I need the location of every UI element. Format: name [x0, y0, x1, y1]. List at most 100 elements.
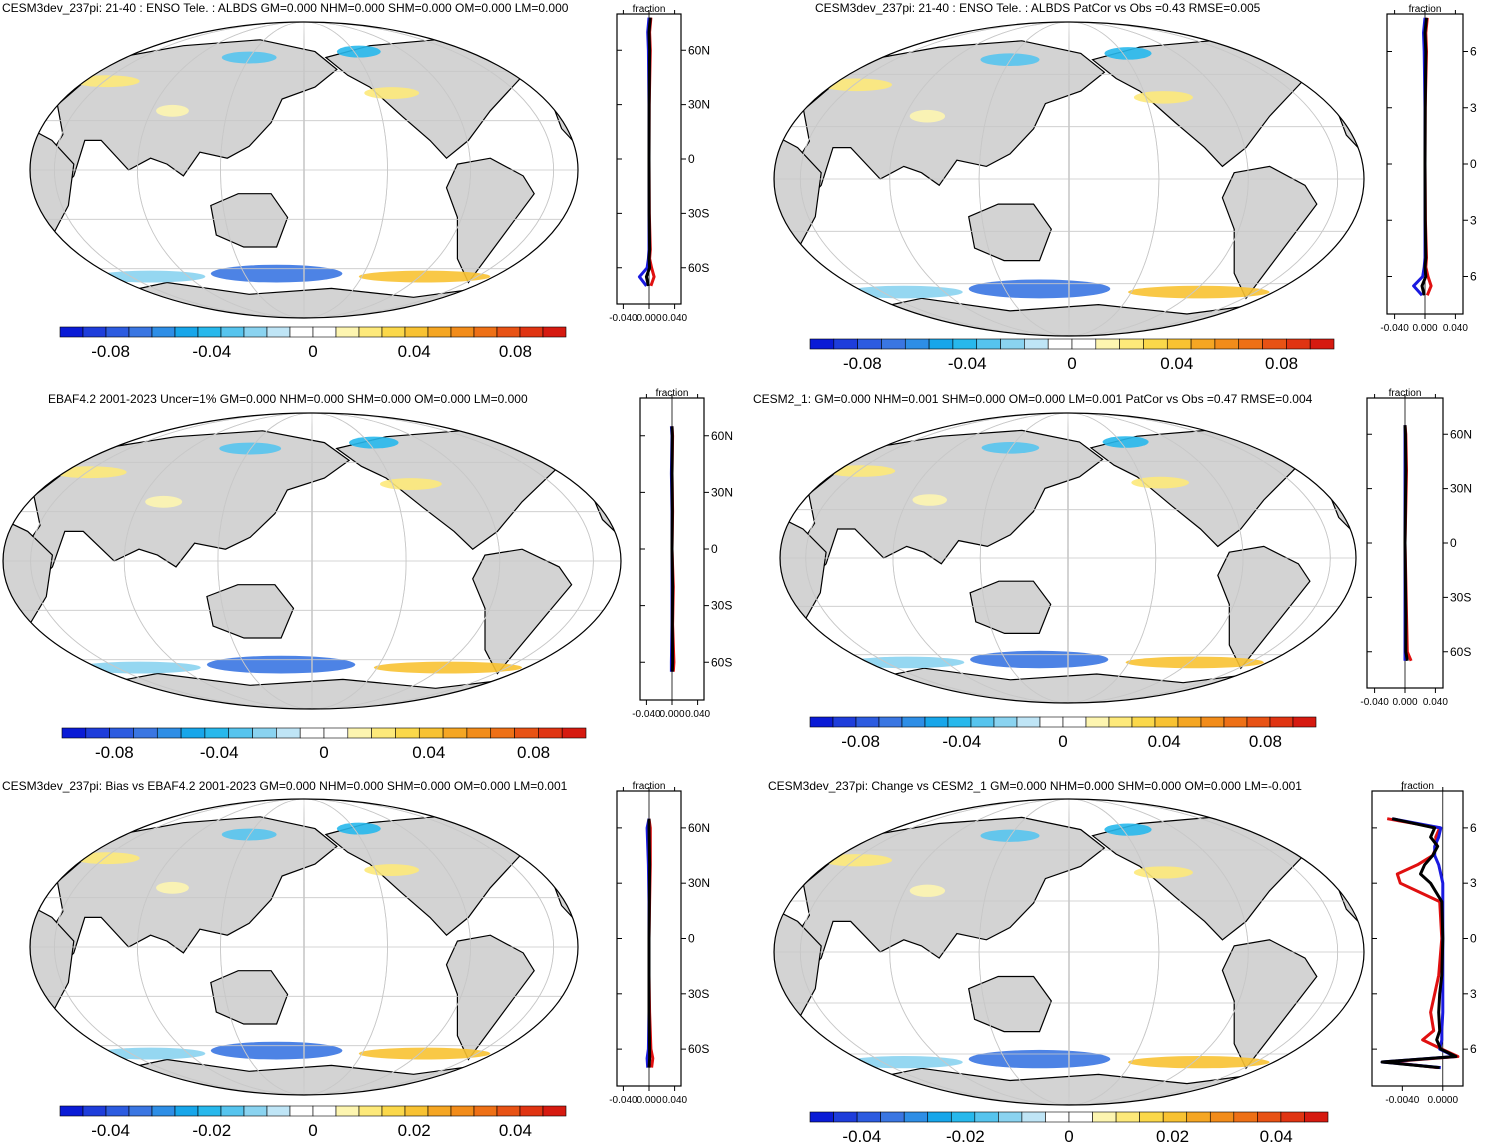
colorbar-swatch [970, 716, 995, 728]
anomaly-patch [156, 881, 189, 894]
panel-title: CESM2_1: GM=0.000 NHM=0.001 SHM=0.000 OM… [753, 392, 1313, 406]
map-border [2, 412, 622, 710]
anomaly-patch [980, 829, 1040, 842]
land-australia [968, 203, 1052, 262]
colorbar-tick-label: -0.02 [946, 1127, 985, 1146]
colorbar-swatch [1257, 1111, 1282, 1123]
anomaly-patch [219, 442, 282, 455]
colorbar-swatch [151, 1105, 176, 1117]
colorbar-swatch [833, 338, 858, 350]
colorbar-swatch [323, 727, 349, 739]
anomaly-patch [980, 53, 1040, 66]
colorbar-tick-label: -0.04 [842, 1127, 881, 1146]
colorbar-swatch [924, 716, 949, 728]
anomaly-patch [336, 45, 381, 58]
profile-x-tick-label: -0.0040 [1385, 1095, 1419, 1106]
colorbar-swatch [542, 326, 567, 338]
colorbar-swatch [1021, 1111, 1046, 1123]
profile-lat-label: 0 [1470, 932, 1477, 946]
colorbar-swatch [1115, 1111, 1140, 1123]
anomaly-patch [206, 655, 356, 674]
colorbar-swatch [1071, 338, 1097, 350]
colorbar-swatch [151, 326, 176, 338]
colorbar-swatch [496, 1105, 521, 1117]
map-6 [773, 798, 1365, 1106]
colorbar-swatch [381, 326, 406, 338]
map-5 [29, 798, 579, 1096]
anomaly-patch [849, 656, 965, 669]
colorbar-swatch [358, 326, 383, 338]
profile-x-tick-label: 0.040 [662, 313, 687, 324]
colorbar-swatch [927, 1111, 952, 1123]
colorbar-swatch [105, 1105, 130, 1117]
colorbar-swatch [204, 727, 230, 739]
colorbar-swatch [1309, 338, 1335, 350]
profile-series-line [1412, 17, 1427, 297]
colorbar-swatch [1209, 1111, 1235, 1123]
anomaly-patch [1131, 476, 1189, 489]
colorbar-tick-label: 0.04 [499, 1121, 532, 1140]
panel-title: CESM3dev_237pi: Bias vs EBAF4.2 2001-202… [2, 779, 568, 793]
colorbar-swatch [1286, 338, 1311, 350]
colorbar-swatch [561, 727, 587, 739]
panel-title: EBAF4.2 2001-2023 Uncer=1% GM=0.000 NHM=… [48, 392, 528, 406]
colorbar-swatch [228, 727, 253, 739]
profile-lat-label: 6 [1470, 270, 1477, 284]
map-border [773, 798, 1365, 1106]
profile-x-tick-label: 0.000 [636, 313, 661, 324]
meridian-line [303, 22, 305, 318]
colorbar-swatch [289, 1105, 314, 1117]
colorbar-swatch [1304, 1111, 1329, 1123]
profile-x-tick-label: 0.000 [1392, 697, 1417, 708]
anomaly-patch [73, 75, 140, 88]
land-australia [210, 970, 289, 1025]
colorbar-swatch [809, 716, 834, 728]
profile-x-tick-label: 0.040 [662, 1095, 687, 1106]
profile-series-line [1403, 425, 1409, 662]
meridian-line [978, 22, 1160, 336]
anomaly-patch [968, 1049, 1111, 1069]
colorbar-swatch [156, 727, 182, 739]
land-greenland [1280, 804, 1318, 825]
profile-lat-label: 60N [688, 821, 710, 835]
profile-lat-label: 30N [688, 98, 710, 112]
colorbar-swatch [1223, 716, 1248, 728]
colorbar-swatch [952, 338, 978, 350]
colorbar-tick-label: 0.04 [1160, 354, 1193, 373]
map-border [29, 21, 579, 319]
profile-lat-label: 60S [1450, 645, 1471, 659]
profile-2: fraction -0.040 0.000 0.040 6 3 0 3 6 [1380, 4, 1477, 334]
anomaly-patch [95, 1047, 206, 1060]
colorbar-5: -0.04 -0.02 0 0.02 0.04 [59, 1105, 567, 1140]
profile-series-line [644, 17, 652, 287]
colorbar-tick-label: 0 [308, 1121, 317, 1140]
profile-x-tick-label: 0.040 [1443, 323, 1468, 334]
meridian-line [892, 413, 1244, 703]
colorbar-swatch [312, 1105, 337, 1117]
colorbar-tick-label: -0.04 [948, 354, 987, 373]
colorbar-swatch [1143, 338, 1168, 350]
colorbar-swatch [466, 727, 492, 739]
colorbar-tick-label: 0 [1058, 732, 1067, 751]
colorbar-swatch [371, 727, 396, 739]
profile-lat-label: 3 [1470, 987, 1477, 1001]
colorbar-swatch [1186, 1111, 1211, 1123]
colorbar-swatch [174, 326, 199, 338]
anomaly-patch [77, 661, 201, 674]
meridian-line [137, 799, 471, 1095]
profile-lat-label: 0 [1450, 536, 1457, 550]
colorbar-swatch [1162, 1111, 1188, 1123]
profile-series-line [1380, 817, 1458, 1070]
colorbar-swatch [542, 1105, 567, 1117]
profile-lat-label: 30N [688, 876, 710, 890]
colorbar-3: -0.08 -0.04 0 0.04 0.08 [61, 727, 587, 762]
colorbar-swatch [1095, 338, 1120, 350]
colorbar-swatch [358, 1105, 383, 1117]
profile-x-tick-label: 0.040 [685, 709, 710, 720]
colorbar-tick-label: -0.08 [91, 342, 130, 361]
colorbar-swatch [1092, 1111, 1117, 1123]
colorbar-swatch [82, 326, 107, 338]
meridian-line [123, 413, 501, 709]
colorbar-swatch [1068, 1111, 1093, 1123]
